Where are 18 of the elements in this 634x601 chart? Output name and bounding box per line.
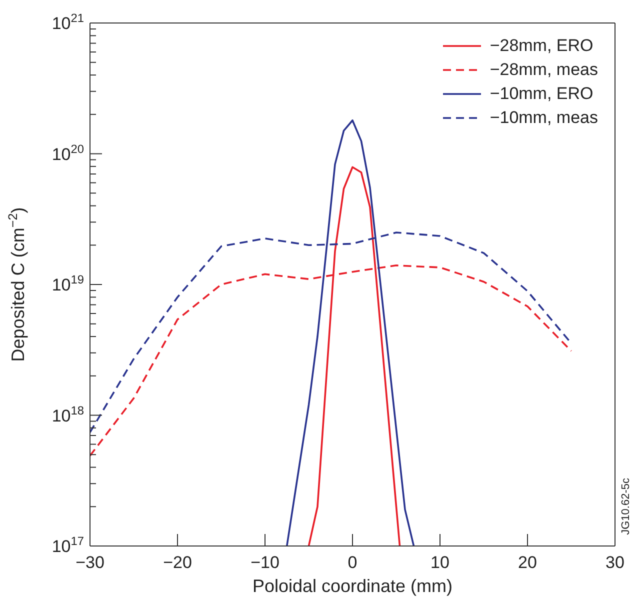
x-tick-label: 30 — [606, 553, 624, 572]
x-tick-label: 0 — [348, 553, 358, 572]
y-tick-label: 10$^{18}$ — [52, 403, 84, 426]
x-tick-label: −30 — [76, 553, 104, 572]
x-tick-label: −10 — [250, 553, 280, 572]
x-tick-label: −20 — [163, 553, 192, 572]
x-tick-label: 10 — [430, 553, 450, 572]
legend-label: −10mm, meas — [490, 107, 598, 129]
legend-label: −28mm, meas — [490, 59, 598, 81]
y-tick-label: 10$^{21}$ — [52, 11, 84, 33]
y-tick-label: 10$^{19}$ — [52, 272, 84, 294]
x-tick-label: 20 — [518, 553, 537, 572]
legend-label: −10mm, ERO — [490, 83, 594, 105]
text: JG10.62-5c — [620, 478, 632, 535]
legend-label: −28mm, ERO — [490, 35, 594, 57]
y-tick-label: 10$^{17}$ — [52, 534, 84, 556]
y-tick-label: 10$^{20}$ — [52, 142, 84, 164]
x-axis-title: Poloidal coordinate (mm) — [252, 576, 453, 596]
